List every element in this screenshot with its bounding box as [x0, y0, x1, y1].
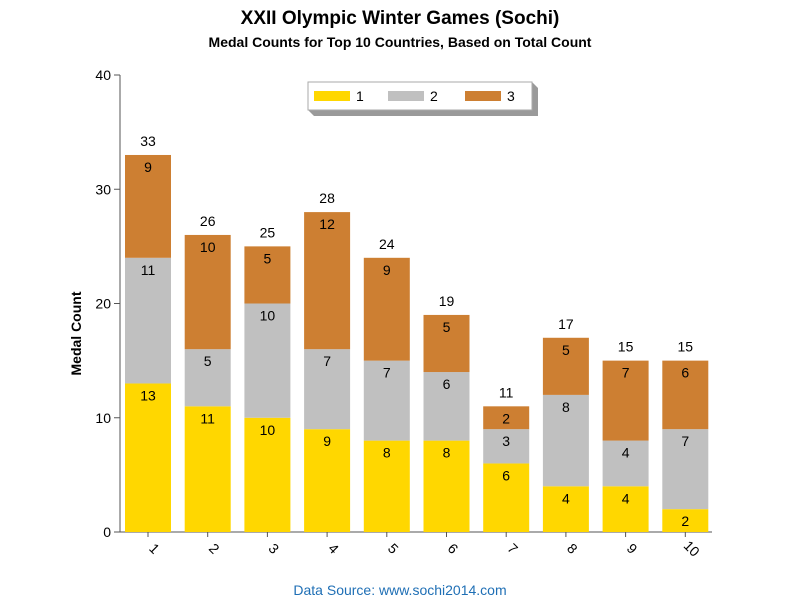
- legend-swatch: [388, 91, 424, 101]
- bar-segment: [125, 154, 171, 258]
- legend-label: 1: [356, 88, 364, 104]
- bar-segment: [125, 257, 171, 384]
- x-tick-label: 4: [325, 540, 342, 557]
- segment-value-label: 2: [681, 513, 689, 529]
- segment-value-label: 10: [260, 422, 276, 438]
- bar-segment: [423, 314, 470, 373]
- segment-value-label: 10: [200, 239, 216, 255]
- bar-segment: [125, 383, 171, 532]
- y-tick-label: 20: [95, 296, 111, 312]
- legend-label: 2: [430, 88, 438, 104]
- bar-total-label: 15: [618, 339, 634, 355]
- x-tick-label: 2: [206, 540, 223, 557]
- bar-segment: [542, 394, 589, 487]
- bar-total-label: 33: [140, 133, 156, 149]
- segment-value-label: 5: [264, 250, 272, 266]
- bar-total-label: 19: [439, 293, 455, 309]
- segment-value-label: 7: [383, 365, 391, 381]
- chart-title: XXII Olympic Winter Games (Sochi): [240, 8, 560, 29]
- segment-value-label: 13: [140, 387, 156, 403]
- x-tick-label: 3: [266, 540, 283, 557]
- y-tick-label: 40: [95, 67, 111, 83]
- segment-value-label: 6: [443, 376, 451, 392]
- x-tick-label: 9: [624, 540, 641, 557]
- bar-total-label: 26: [200, 213, 216, 229]
- bar-total-label: 28: [319, 190, 335, 206]
- bar-segment: [542, 486, 589, 532]
- bar-segment: [483, 429, 530, 464]
- bar-total-label: 24: [379, 236, 395, 252]
- segment-value-label: 11: [141, 262, 156, 278]
- bar-segment: [423, 440, 470, 532]
- bar-segment: [363, 360, 410, 441]
- x-tick-label: 7: [504, 540, 521, 557]
- x-tick-label: 6: [445, 540, 462, 557]
- segment-value-label: 2: [502, 410, 510, 426]
- segment-value-label: 9: [144, 159, 152, 175]
- bar-total-label: 25: [260, 224, 276, 240]
- segment-value-label: 8: [562, 399, 570, 415]
- x-tick-label: 10: [681, 537, 703, 559]
- legend-label: 3: [507, 88, 515, 104]
- segment-value-label: 8: [443, 445, 451, 461]
- bar-segment: [542, 337, 589, 395]
- bar-segment: [662, 509, 709, 532]
- segment-value-label: 7: [323, 353, 331, 369]
- segment-value-label: 9: [323, 433, 331, 449]
- bar-segment: [244, 246, 291, 304]
- bar-segment: [244, 303, 291, 418]
- bar-segment: [662, 429, 709, 510]
- legend-swatch: [314, 91, 350, 101]
- bar-segment: [602, 486, 649, 532]
- bar-segment: [423, 372, 470, 441]
- segment-value-label: 12: [319, 216, 335, 232]
- chart-subtitle: Medal Counts for Top 10 Countries, Based…: [208, 34, 592, 50]
- x-tick-label: 5: [385, 540, 402, 557]
- segment-value-label: 7: [622, 365, 630, 381]
- segment-value-label: 3: [502, 433, 510, 449]
- bar-segment: [244, 417, 291, 532]
- bar-segment: [304, 349, 351, 430]
- bar-segment: [363, 440, 410, 532]
- y-tick-label: 10: [95, 410, 111, 426]
- x-tick-label: 8: [564, 540, 581, 557]
- bar-segment: [602, 360, 649, 441]
- bar-segment: [184, 349, 231, 407]
- bar-segment: [602, 440, 649, 487]
- legend: 1 2 3: [307, 81, 538, 116]
- bar-segment: [363, 257, 410, 361]
- bar-segment: [184, 406, 231, 532]
- segment-value-label: 5: [562, 342, 570, 358]
- bar-segment: [483, 406, 530, 430]
- segment-value-label: 8: [383, 445, 391, 461]
- segment-value-label: 6: [502, 467, 510, 483]
- segment-value-label: 6: [681, 365, 689, 381]
- bar-total-label: 11: [499, 384, 514, 400]
- segment-value-label: 5: [443, 319, 451, 335]
- segment-value-label: 7: [681, 433, 689, 449]
- segment-value-label: 4: [622, 490, 630, 506]
- segment-value-label: 5: [204, 353, 212, 369]
- data-source-note: Data Source: www.sochi2014.com: [293, 582, 507, 598]
- segment-value-label: 4: [622, 445, 630, 461]
- bar-segment: [662, 360, 709, 430]
- segment-value-label: 10: [260, 308, 276, 324]
- x-tick-label: 1: [146, 540, 163, 557]
- y-axis-title: Medal Count: [68, 291, 84, 375]
- legend-swatch: [465, 91, 501, 101]
- segment-value-label: 9: [383, 262, 391, 278]
- bar-segment: [483, 463, 530, 532]
- bar-total-label: 15: [678, 339, 694, 355]
- bar-total-label: 17: [558, 316, 574, 332]
- bar-segment: [304, 212, 351, 350]
- y-tick-label: 30: [95, 181, 111, 197]
- bars: 1311933115102610105259712288792486519632…: [125, 133, 709, 532]
- bar-segment: [184, 234, 231, 350]
- segment-value-label: 4: [562, 490, 570, 506]
- y-tick-label: 0: [103, 524, 111, 540]
- segment-value-label: 11: [200, 410, 215, 426]
- bar-segment: [304, 429, 351, 532]
